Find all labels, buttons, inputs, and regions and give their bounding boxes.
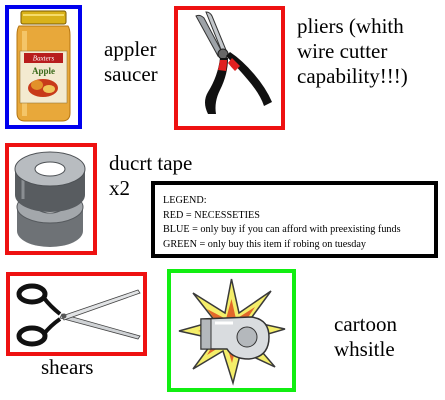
duct-tape-label: ducrt tape x2	[109, 151, 192, 201]
pliers-label: pliers (whith wire cutter capability!!!)	[297, 14, 408, 89]
applesauce-frame: Baxters Apple	[5, 5, 82, 129]
jar-brand-text: Baxters	[33, 55, 55, 63]
whistle-frame	[167, 269, 296, 392]
shears-frame	[6, 272, 147, 356]
applesauce-jar-image: Baxters Apple	[16, 10, 71, 122]
applesauce-label-line1: appler	[104, 37, 157, 61]
whistle-label-line2: whsitle	[334, 337, 395, 361]
duct-tape-frame	[5, 143, 97, 255]
pliers-label-line1: pliers (whith	[297, 14, 404, 38]
pliers-label-line2: wire cutter	[297, 39, 388, 63]
whistle-label-line1: cartoon	[334, 312, 397, 336]
pliers-image	[195, 11, 272, 114]
legend-title: LEGEND:	[163, 195, 207, 206]
whistle-label: cartoon whsitle	[334, 312, 397, 362]
legend-green-entry: GREEN = only buy this item if robing on …	[163, 238, 366, 250]
applesauce-label-line2: saucer	[104, 62, 158, 86]
legend-red-entry: RED = NECESSETIES	[163, 209, 260, 221]
duct-tape-label-line2: x2	[109, 176, 130, 200]
duct-tape-label-line1: ducrt tape	[109, 151, 193, 175]
shears-image	[16, 283, 141, 347]
duct-tape-image	[14, 151, 86, 247]
legend-blue-entry: BLUE = only buy if you can afford with p…	[163, 224, 401, 235]
jar-product-text: Apple	[32, 66, 55, 76]
shears-label: shears	[41, 355, 94, 379]
whistle-image	[178, 278, 286, 386]
applesauce-label: appler saucer	[104, 37, 158, 87]
pliers-label-line3: capability!!!)	[297, 64, 408, 88]
legend-box: LEGEND: RED = NECESSETIES BLUE = only bu…	[151, 181, 438, 258]
pliers-frame	[174, 6, 285, 130]
